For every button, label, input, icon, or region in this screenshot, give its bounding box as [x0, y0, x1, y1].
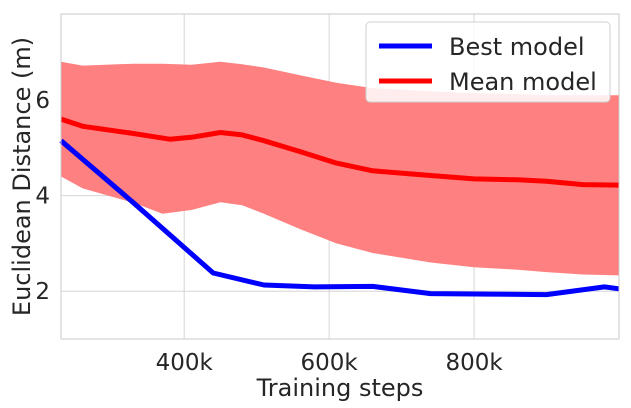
y-tick-labels: 2 4 6 [35, 88, 50, 305]
series-line-best-model [59, 138, 620, 298]
plot-frame [60, 13, 620, 340]
series-lines [59, 116, 620, 298]
x-tick-label-800k: 800k [445, 350, 503, 376]
x-axis-label: Training steps [256, 374, 424, 402]
legend-label-mean-model: Mean model [449, 68, 597, 96]
x-tick-label-600k: 600k [301, 350, 359, 376]
y-axis-label: Euclidean Distance (m) [8, 37, 36, 316]
error-band [61, 61, 619, 276]
legend-label-best-model: Best model [449, 33, 585, 61]
mean-model-error-band [61, 61, 619, 276]
y-tick-label-2: 2 [35, 279, 50, 305]
x-tick-labels: 400k 600k 800k [156, 350, 504, 376]
y-tick-label-4: 4 [35, 184, 50, 210]
legend: Best model Mean model [365, 21, 611, 103]
x-tick-label-400k: 400k [156, 350, 214, 376]
y-tick-label-6: 6 [35, 88, 50, 114]
series-line-mean-model [60, 116, 620, 188]
